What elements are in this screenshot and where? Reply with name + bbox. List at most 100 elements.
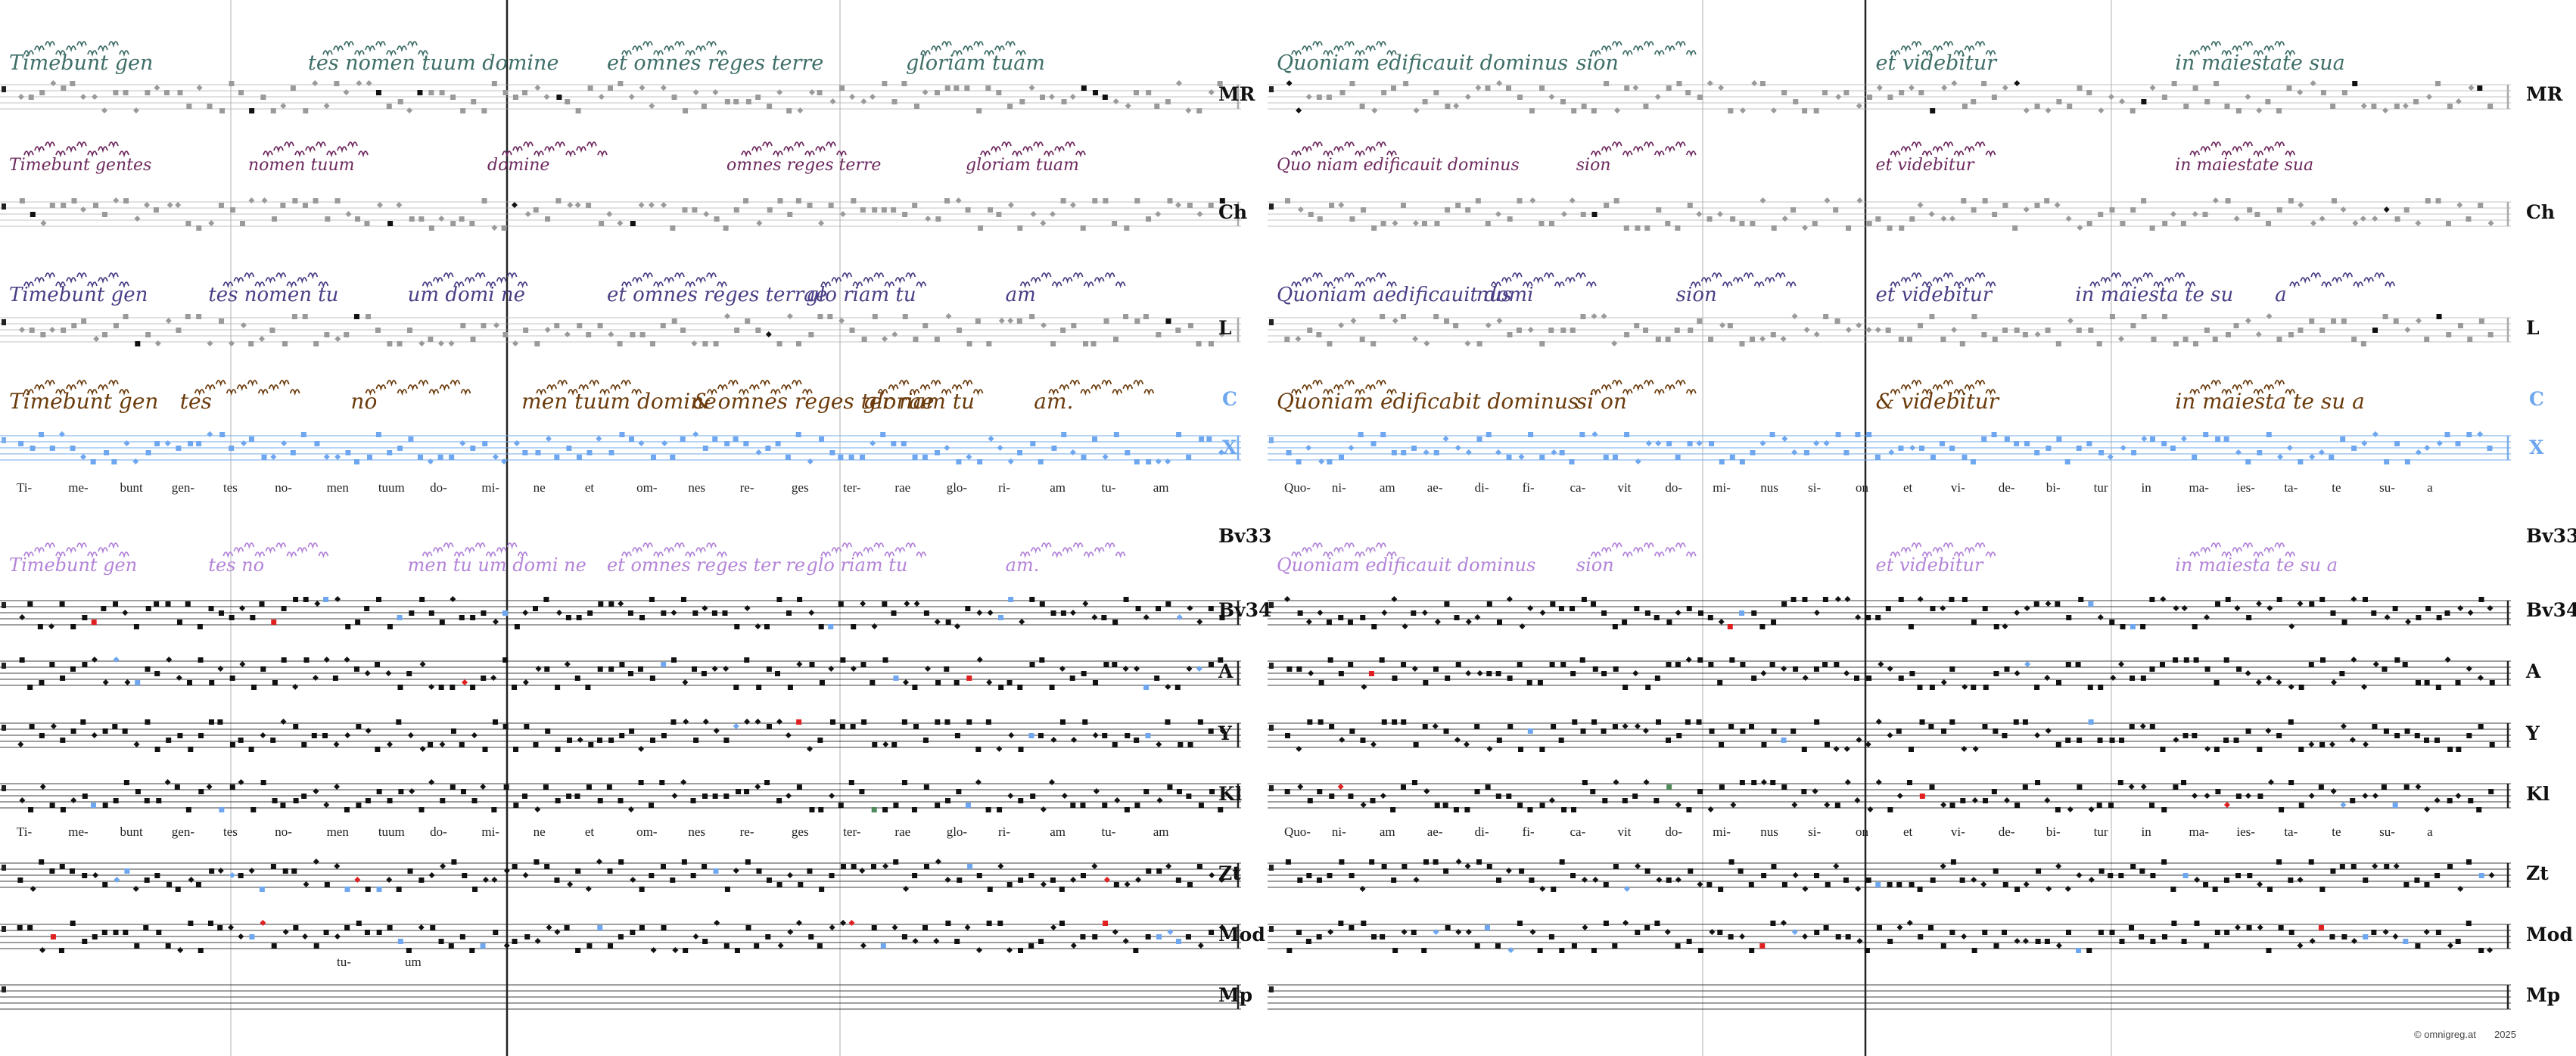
neume-square (891, 441, 897, 446)
neume-square (1369, 859, 1375, 865)
neume-square (670, 225, 676, 231)
neume-glyph (991, 146, 1001, 154)
neume-square (2403, 207, 2410, 213)
syllable: ter- (843, 825, 861, 839)
neume-glyph (2263, 547, 2275, 554)
neume-diamond (493, 322, 500, 328)
neume-diamond (2372, 863, 2378, 869)
neume-square (2265, 99, 2271, 104)
neume-glyph (599, 389, 611, 396)
neume-square (1730, 216, 1736, 222)
neume-diamond (1209, 872, 1215, 878)
neume-glyph (322, 50, 333, 57)
neume-diamond (2277, 454, 2284, 460)
neume-diamond (1295, 336, 1302, 342)
neume-square (1113, 882, 1119, 887)
manuscript-text-mr: et videbitur (1876, 51, 1999, 75)
neume-square (50, 934, 56, 940)
neume-diamond (1730, 802, 1737, 808)
neume-square (1381, 90, 1387, 95)
neume-square (1539, 85, 1545, 91)
neume-glyph (98, 146, 108, 154)
neume-diamond (1823, 440, 1830, 446)
neume-square (945, 921, 951, 926)
neume-square (1604, 203, 1610, 208)
neume-glyph (877, 389, 888, 396)
neume-diamond (113, 657, 120, 663)
neume-square (1112, 742, 1118, 747)
neume-diamond (2044, 675, 2051, 681)
neume-diamond (627, 806, 634, 812)
neume-square (1601, 610, 1607, 616)
neume-square (1781, 90, 1787, 95)
neume-square (1738, 868, 1744, 874)
neume-diamond (1740, 107, 1747, 113)
neume-diamond (1442, 436, 1449, 442)
neume-square (1634, 606, 1640, 611)
neume-square (1285, 198, 1291, 203)
neume-square (954, 85, 960, 91)
neume-square (914, 104, 920, 109)
neume-square (1017, 450, 1023, 455)
neume-diamond (2455, 793, 2462, 799)
neume-square (734, 624, 740, 629)
syllable: ae- (1427, 480, 1443, 495)
neume-square (1898, 676, 1904, 681)
neume-square (1486, 671, 1492, 676)
neume-diamond (713, 728, 720, 734)
source-label-x: X (2529, 436, 2544, 458)
neume-diamond (2318, 449, 2325, 455)
neume-square (967, 864, 973, 869)
neume-diamond (1856, 322, 1862, 328)
neume-square (639, 925, 645, 930)
neume-square (1368, 671, 1374, 676)
neume-glyph (1355, 281, 1365, 289)
neume-diamond (1643, 779, 1650, 785)
neume-square (860, 662, 866, 667)
neume-diamond (2076, 872, 2083, 878)
neume-diamond (1940, 216, 1947, 222)
neume-diamond (334, 933, 341, 940)
neume-diamond (1040, 806, 1047, 812)
neume-square (302, 203, 308, 208)
neume-square (1834, 803, 1840, 808)
neume-diamond (132, 886, 139, 892)
neume-square (2215, 601, 2221, 607)
neume-diamond (1474, 614, 1481, 620)
neume-square (1349, 81, 1355, 86)
neume-square (661, 662, 667, 667)
neume-square (1101, 615, 1107, 620)
neume-square (522, 90, 528, 95)
neume-square (1187, 882, 1193, 887)
neume-square (60, 807, 66, 812)
neume-diamond (2349, 737, 2356, 743)
neume-square (2076, 446, 2082, 451)
neume-square (922, 455, 928, 460)
neume-square (1917, 887, 1923, 892)
neume-square (2233, 738, 2239, 743)
neume-square (608, 85, 614, 91)
neume-square (661, 925, 667, 930)
neume-square (534, 859, 540, 865)
neume-square (1434, 803, 1440, 808)
neume-square (1339, 455, 1345, 460)
manuscript-text-mr: in maiestate sua (2175, 51, 2344, 75)
neume-square (1824, 742, 1830, 747)
neume-glyph (1344, 380, 1355, 387)
neume-square (29, 328, 35, 333)
neume-glyph (2185, 281, 2196, 289)
neume-square (1113, 337, 1119, 342)
neume-diamond (809, 89, 816, 95)
neume-square (356, 724, 362, 729)
neume-square (1060, 328, 1066, 333)
neume-square (2384, 459, 2390, 464)
source-label-l: L (1218, 317, 1232, 339)
syllable: tur (2094, 825, 2108, 839)
neume-diamond (1529, 929, 1536, 935)
neume-glyph (98, 384, 108, 392)
neume-diamond (1548, 797, 1555, 803)
neume-square (176, 328, 182, 333)
syllable: Ti- (17, 825, 33, 839)
neume-glyph (2342, 272, 2354, 280)
neume-square (1675, 225, 1681, 231)
